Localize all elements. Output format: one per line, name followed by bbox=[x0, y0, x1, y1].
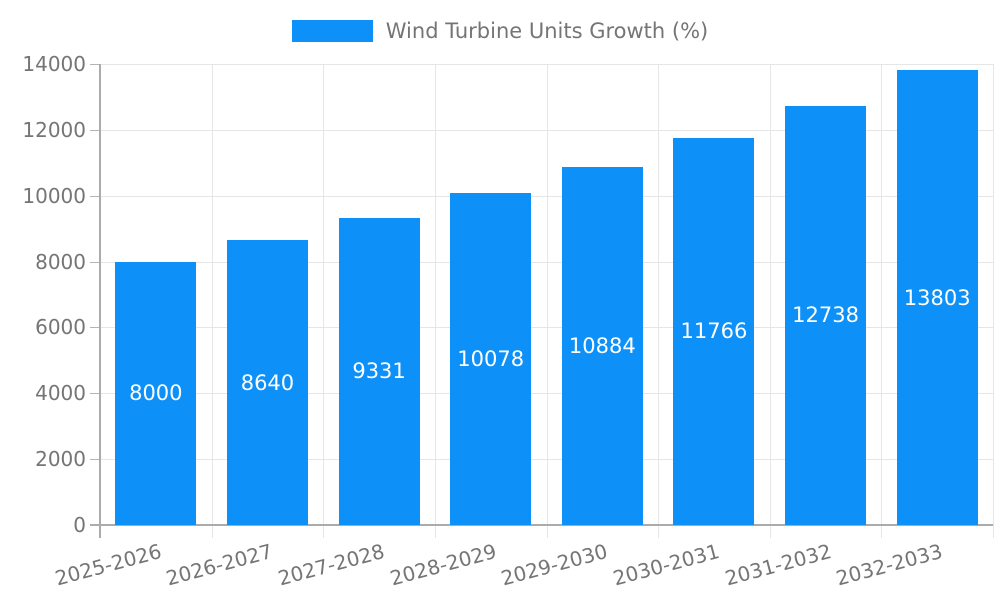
x-axis-label: 2032-2033 bbox=[833, 539, 946, 591]
y-axis-label: 2000 bbox=[35, 447, 86, 472]
legend[interactable]: Wind Turbine Units Growth (%) bbox=[0, 18, 1000, 44]
x-axis-line bbox=[90, 524, 993, 526]
x-axis-label: 2028-2029 bbox=[387, 539, 499, 591]
y-axis-label: 12000 bbox=[22, 117, 86, 142]
gridline-horizontal bbox=[100, 129, 993, 131]
gridline-vertical bbox=[323, 64, 325, 538]
gridline-vertical bbox=[211, 64, 213, 538]
bar-2027-2028[interactable]: 9331 bbox=[338, 217, 420, 525]
y-axis-tick bbox=[90, 327, 100, 329]
y-axis-tick bbox=[90, 195, 100, 197]
gridline-vertical bbox=[769, 64, 771, 538]
bar-2025-2026[interactable]: 8000 bbox=[115, 261, 197, 525]
bar-value-label: 10078 bbox=[457, 347, 525, 372]
y-axis-label: 4000 bbox=[35, 381, 86, 406]
bar-value-label: 12738 bbox=[792, 303, 859, 328]
bar-value-label: 9331 bbox=[352, 359, 406, 384]
y-axis-label: 8000 bbox=[35, 249, 86, 274]
x-axis-label: 2027-2028 bbox=[275, 539, 388, 591]
bar-value-label: 8640 bbox=[240, 370, 295, 395]
bar-2031-2032[interactable]: 12738 bbox=[785, 105, 867, 525]
gridline-horizontal bbox=[100, 459, 993, 461]
gridline-horizontal bbox=[100, 393, 993, 395]
gridline-horizontal bbox=[100, 64, 993, 65]
y-axis-label: 6000 bbox=[35, 315, 86, 340]
legend-swatch[interactable] bbox=[291, 20, 373, 42]
y-axis-label: 14000 bbox=[22, 52, 86, 76]
gridline-horizontal bbox=[100, 261, 993, 263]
x-axis-label: 2026-2027 bbox=[163, 539, 276, 591]
y-axis-label: 10000 bbox=[22, 183, 86, 208]
bar-2030-2031[interactable]: 11766 bbox=[673, 137, 755, 525]
legend-label: Wind Turbine Units Growth (%) bbox=[385, 19, 709, 43]
y-axis-tick bbox=[90, 459, 100, 461]
gridline-horizontal bbox=[100, 195, 993, 197]
y-axis-tick bbox=[90, 64, 100, 65]
gridline-vertical bbox=[658, 64, 660, 538]
bar-2028-2029[interactable]: 10078 bbox=[450, 193, 532, 525]
gridline-vertical bbox=[434, 64, 436, 538]
x-axis-label: 2029-2030 bbox=[498, 539, 611, 591]
x-axis-label: 2031-2032 bbox=[722, 539, 834, 591]
y-axis-line bbox=[99, 64, 101, 538]
x-axis-label: 2025-2026 bbox=[52, 539, 164, 591]
gridline-vertical bbox=[993, 64, 994, 538]
bar-value-label: 13803 bbox=[903, 285, 971, 310]
y-axis-tick bbox=[90, 129, 100, 131]
bar-2029-2030[interactable]: 10884 bbox=[561, 166, 643, 525]
bar-value-label: 10884 bbox=[568, 333, 636, 358]
bar-value-label: 11766 bbox=[680, 319, 748, 344]
gridline-vertical bbox=[881, 64, 883, 538]
y-axis-label: 0 bbox=[73, 513, 86, 537]
bar-2026-2027[interactable]: 8640 bbox=[226, 240, 308, 525]
bar-value-label: 8000 bbox=[129, 381, 183, 406]
y-axis-tick bbox=[90, 393, 100, 395]
bar-2032-2033[interactable]: 13803 bbox=[896, 70, 978, 525]
y-axis-tick bbox=[90, 261, 100, 263]
gridline-horizontal bbox=[100, 327, 993, 329]
x-axis-label: 2030-2031 bbox=[610, 539, 722, 591]
gridline-vertical bbox=[546, 64, 548, 538]
